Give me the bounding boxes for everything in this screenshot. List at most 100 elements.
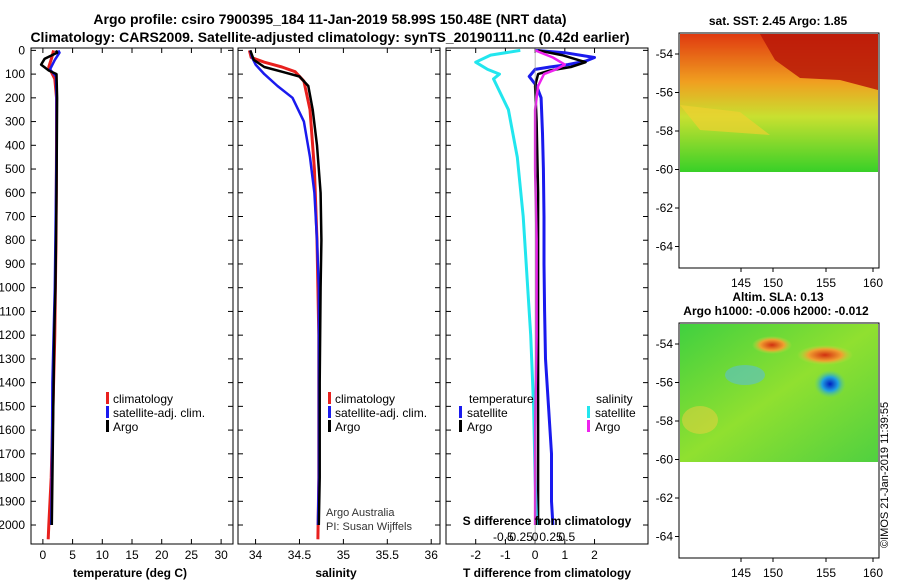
legend-label-sal-argo: Argo xyxy=(595,420,621,434)
temperature-legend: climatology satellite-adj. clim. Argo xyxy=(106,392,205,434)
depth-tick-label: 1400 xyxy=(0,376,25,390)
salinity-panel: 34 34.5 35 35.5 36 climatology satellite-adj… xyxy=(237,47,441,580)
sla-eddy-cold xyxy=(814,370,846,398)
map-lat-label: -64 xyxy=(656,530,674,544)
depth-tick-label: 300 xyxy=(5,115,25,129)
legend-label-temp-argo: Argo xyxy=(467,420,493,434)
x-tick-label: 30 xyxy=(214,548,228,562)
salinity-series xyxy=(247,49,323,540)
series-line-climatology xyxy=(247,50,321,540)
x-tick-label: 15 xyxy=(125,548,139,562)
series-line-salinity-argo xyxy=(533,49,567,525)
map-lat-label: -60 xyxy=(656,453,674,467)
map-lat-label: -56 xyxy=(656,86,674,100)
legend-label-sal-satellite: satellite xyxy=(595,406,636,420)
temperature-x-label: temperature (deg C) xyxy=(73,566,187,580)
depth-tick-label: 500 xyxy=(5,162,25,176)
legend-label-argo: Argo xyxy=(113,420,139,434)
legend-title-salinity: salinity xyxy=(596,392,633,406)
map-lon-label: 155 xyxy=(816,276,836,290)
legend-label-temp-satellite: satellite xyxy=(467,406,508,420)
figure-title-line1: Argo profile: csiro 7900395_184 11-Jan-2… xyxy=(93,11,567,27)
sst-map-axes: -54 -56 -58 -60 -62 -64 145 150 155 160 xyxy=(656,47,884,290)
temp-difference-x-label: T difference from climatology xyxy=(463,566,631,580)
depth-tick-label: 700 xyxy=(5,209,25,223)
difference-axes-frame xyxy=(445,47,649,545)
legend-swatch-temp-satellite xyxy=(459,406,462,418)
legend-label-satellite: satellite-adj. clim. xyxy=(113,406,205,420)
sst-front xyxy=(680,105,770,135)
map-lat-label: -62 xyxy=(656,201,674,215)
difference-panel: -2 -1 0 1 2 temperature satellite Argo salin… xyxy=(445,47,649,580)
x-tick-label: 20 xyxy=(155,548,169,562)
x-tick-label: -1 xyxy=(500,548,511,562)
depth-tick-label: 900 xyxy=(5,257,25,271)
sla-map: Altim. SLA: 0.13 Argo h1000: -0.006 h200… xyxy=(656,290,884,580)
depth-tick-label: 100 xyxy=(5,67,25,81)
map-lon-label: 150 xyxy=(763,276,783,290)
sla-map-title: Altim. SLA: 0.13 xyxy=(732,290,824,304)
temperature-axes-frame xyxy=(30,47,234,545)
legend-swatch-temp-argo xyxy=(459,420,462,432)
map-lon-label: 150 xyxy=(763,566,783,580)
depth-tick-label: 1100 xyxy=(0,304,25,318)
map-lon-label: 160 xyxy=(863,276,883,290)
legend-swatch-sal-argo xyxy=(587,420,590,432)
sla-eddy-warm xyxy=(752,336,792,354)
credit-argo-australia: Argo Australia xyxy=(326,507,395,519)
depth-tick-label: 1800 xyxy=(0,471,25,485)
depth-tick-label: 800 xyxy=(5,233,25,247)
map-lat-label: -62 xyxy=(656,491,674,505)
legend-swatch-climatology xyxy=(106,392,109,404)
depth-tick-label: 2000 xyxy=(0,518,25,532)
series-line-argo xyxy=(39,49,59,526)
sal-difference-tick-label: 0.25 xyxy=(539,530,563,544)
series-line-argo xyxy=(249,49,323,526)
sla-anomaly xyxy=(682,406,718,434)
temperature-panel: 0100200300400500600700800900100011001200… xyxy=(0,43,648,580)
sla-eddy-warm xyxy=(797,345,853,365)
sst-map: sat. SST: 2.45 Argo: 1.85 -54 -56 -58 -60 -6… xyxy=(656,14,884,290)
x-tick-label: 35.5 xyxy=(376,548,400,562)
figure-title-line2: Climatology: CARS2009. Satellite-adjuste… xyxy=(30,29,630,45)
legend-swatch-satellite xyxy=(328,406,331,418)
depth-tick-label: 1000 xyxy=(0,281,25,295)
salinity-difference-label: S difference from climatology xyxy=(463,514,632,528)
legend-swatch-argo xyxy=(106,420,109,432)
depth-tick-label: 400 xyxy=(5,138,25,152)
salinity-axes-frame xyxy=(237,47,441,545)
salinity-legend: climatology satellite-adj. clim. Argo xyxy=(328,392,427,434)
legend-label-climatology: climatology xyxy=(335,392,395,406)
sal-difference-tick-label: 0 xyxy=(532,530,539,544)
x-tick-label: 10 xyxy=(96,548,110,562)
map-lat-label: -58 xyxy=(656,414,674,428)
sal-difference-tick-label: 0.5 xyxy=(559,530,576,544)
series-line-salinity-satellite xyxy=(474,48,539,526)
sst-warm-core xyxy=(760,34,878,90)
x-tick-label: -2 xyxy=(470,548,481,562)
depth-axis: 0 100 200 300 400 500 600 700 800 900 1000 1100 1200… xyxy=(0,43,648,532)
sal-difference-tick-label: -0.25 xyxy=(506,530,534,544)
series-line-satellite-adj-clim- xyxy=(249,50,321,526)
x-tick-label: 34 xyxy=(249,548,263,562)
sal-difference-axis: -0.5-0.250 0.250.5 xyxy=(493,530,576,544)
x-tick-label: 0 xyxy=(532,548,539,562)
x-tick-label: 36 xyxy=(425,548,439,562)
difference-series xyxy=(474,48,596,544)
depth-tick-label: 1500 xyxy=(0,399,25,413)
depth-tick-label: 1900 xyxy=(0,494,25,508)
map-lat-label: -56 xyxy=(656,376,674,390)
difference-legend: temperature satellite Argo salinity sate… xyxy=(459,392,636,434)
imos-credit: ©IMOS 21-Jan-2019 11:39:55 xyxy=(879,402,891,548)
x-tick-label: 2 xyxy=(591,548,598,562)
map-lat-label: -64 xyxy=(656,240,674,254)
depth-tick-label: 1600 xyxy=(0,423,25,437)
x-tick-label: 0 xyxy=(40,548,47,562)
map-lon-label: 155 xyxy=(816,566,836,580)
map-lat-label: -54 xyxy=(656,47,674,61)
sst-map-title: sat. SST: 2.45 Argo: 1.85 xyxy=(709,14,848,28)
legend-swatch-sal-satellite xyxy=(587,406,590,418)
legend-label-argo: Argo xyxy=(335,420,361,434)
depth-tick-label: 1300 xyxy=(0,352,25,366)
